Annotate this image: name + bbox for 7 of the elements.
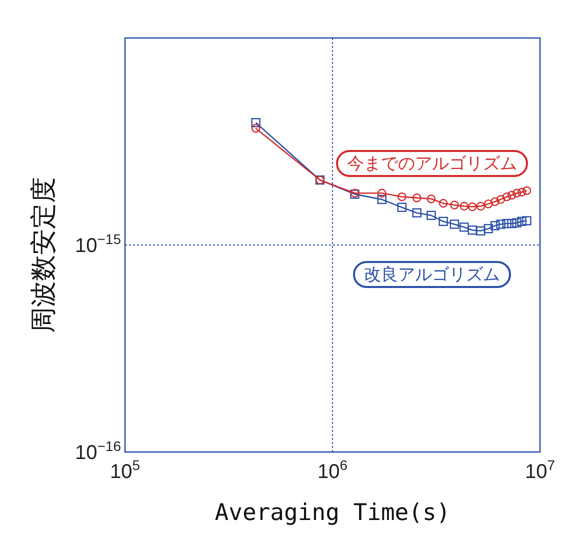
- y-axis-title: 周波数安定度: [28, 177, 58, 333]
- x-tick-label: 10$^{6}$: [317, 457, 348, 483]
- y-tick-label: 10$^{−15}$: [75, 231, 122, 257]
- x-axis-title: Averaging Time(s): [214, 500, 450, 526]
- series-label: 今までのアルゴリズム: [347, 154, 517, 173]
- x-tick-label: 10$^{7}$: [524, 457, 556, 483]
- series-label: 改良アルゴリズム: [364, 265, 500, 284]
